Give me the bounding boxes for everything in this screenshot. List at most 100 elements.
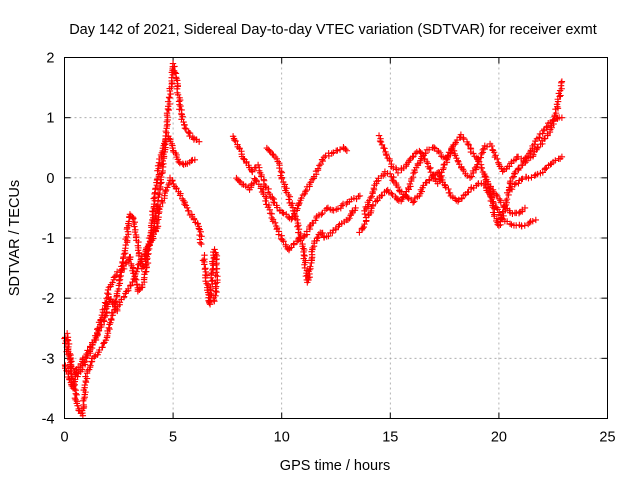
data-point (211, 246, 218, 253)
data-point (370, 184, 378, 192)
data-point (495, 222, 503, 229)
data-point (435, 148, 442, 155)
data-point (279, 209, 286, 216)
data-point (508, 174, 516, 181)
data-point (176, 192, 184, 199)
data-point (519, 175, 526, 182)
data-point (87, 362, 94, 369)
y-tick-label: -3 (42, 351, 55, 367)
data-point (183, 204, 191, 211)
data-point (123, 233, 130, 241)
data-point (113, 305, 121, 313)
data-point (361, 220, 368, 228)
data-point (406, 157, 413, 164)
data-point (474, 161, 481, 168)
data-point (211, 297, 218, 305)
data-point (468, 173, 475, 180)
data-point (100, 340, 107, 347)
data-point (446, 189, 454, 197)
data-point (352, 204, 359, 212)
data-point (296, 234, 303, 241)
data-point (550, 116, 557, 123)
data-point (116, 276, 124, 283)
series-track-b (61, 132, 199, 392)
data-point (262, 197, 269, 205)
series-track-e (229, 133, 351, 223)
data-point (483, 143, 491, 151)
series-track-f (233, 174, 364, 254)
x-tick-label: 15 (382, 430, 398, 446)
data-point (208, 278, 215, 285)
data-point (386, 170, 394, 178)
data-point (429, 171, 436, 179)
data-point (438, 169, 445, 176)
data-point (556, 93, 563, 100)
data-point (558, 153, 566, 160)
data-point (342, 146, 349, 153)
data-point (553, 101, 561, 108)
data-point (131, 228, 139, 236)
data-point (122, 241, 129, 249)
data-point (558, 79, 565, 87)
data-point (92, 336, 100, 344)
data-point (501, 203, 508, 210)
data-point (298, 195, 305, 202)
data-point (195, 138, 203, 145)
y-tick-label: -4 (42, 412, 55, 428)
data-point (490, 149, 498, 156)
data-point (511, 170, 518, 177)
data-point (558, 114, 566, 121)
data-point (410, 169, 417, 177)
data-point (66, 376, 73, 383)
x-axis-label: GPS time / hours (280, 458, 390, 474)
data-point (293, 216, 301, 224)
data-point (519, 162, 526, 169)
y-tick-labels: -4 -3 -2 -1 0 1 2 (42, 51, 55, 428)
data-point (531, 172, 538, 179)
data-point (176, 96, 184, 104)
data-point (518, 176, 525, 183)
data-point (506, 220, 514, 228)
data-point (99, 344, 106, 351)
data-point (64, 337, 72, 344)
data-point (269, 150, 276, 158)
data-point (191, 156, 199, 163)
data-point (78, 366, 86, 373)
data-point (168, 177, 176, 185)
data-point (134, 265, 141, 272)
data-point (81, 358, 89, 365)
data-point (186, 132, 193, 140)
data-point (280, 238, 287, 245)
data-point (368, 193, 375, 200)
data-point (107, 315, 115, 323)
data-point (493, 191, 500, 199)
data-point (231, 136, 238, 144)
data-point (286, 193, 294, 200)
data-point (167, 90, 174, 98)
data-point (159, 157, 167, 165)
series-track-l (507, 153, 566, 193)
data-point (309, 244, 316, 252)
y-tick-label: 1 (46, 111, 54, 127)
data-point (95, 327, 103, 334)
data-point (515, 180, 522, 187)
data-point (185, 207, 192, 215)
data-point (336, 146, 344, 153)
data-point (406, 180, 414, 188)
data-point (507, 177, 514, 185)
data-point (73, 391, 80, 399)
data-point (460, 136, 467, 143)
data-point (478, 164, 486, 172)
data-point (359, 225, 366, 232)
data-point (154, 175, 161, 183)
data-point (263, 195, 270, 202)
data-point (535, 134, 543, 141)
data-point (133, 268, 140, 275)
series-track-g (263, 144, 359, 286)
x-tick-labels: 0 5 10 15 20 25 (60, 430, 615, 446)
data-point (155, 171, 163, 178)
data-point (444, 152, 452, 159)
data-point (164, 98, 172, 105)
data-point (525, 174, 532, 182)
